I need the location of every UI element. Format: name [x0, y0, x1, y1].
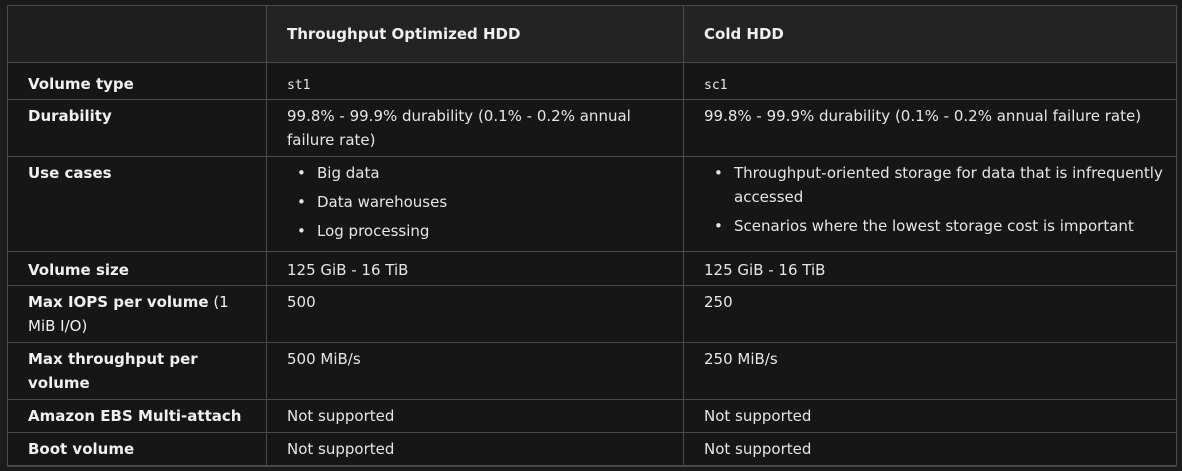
row-label: Max IOPS per volume (1 MiB I/O)	[7, 285, 267, 343]
cell-value: 99.8% - 99.9% durability (0.1% - 0.2% an…	[266, 99, 684, 157]
volume-type-code: sc1	[704, 78, 728, 93]
row-label: Volume type	[7, 62, 267, 100]
row-multi-attach: Amazon EBS Multi-attach Not supported No…	[7, 399, 1177, 433]
use-case-list: • Throughput-oriented storage for data th…	[704, 161, 1166, 238]
list-item: • Throughput-oriented storage for data th…	[704, 161, 1166, 209]
cell-value: 500 MiB/s	[266, 342, 684, 400]
header-cold-hdd: Cold HDD	[683, 5, 1177, 63]
list-item-text: Throughput-oriented storage for data tha…	[734, 164, 1163, 206]
header-throughput-optimized-hdd: Throughput Optimized HDD	[266, 5, 684, 63]
list-item: • Big data	[287, 161, 673, 185]
cell-value: 500	[266, 285, 684, 343]
cell-value: 99.8% - 99.9% durability (0.1% - 0.2% an…	[683, 99, 1177, 157]
list-item-text: Data warehouses	[317, 193, 448, 211]
row-label-bold: Max IOPS per volume	[28, 293, 209, 311]
cell-st1: st1	[266, 62, 684, 100]
bullet-icon: •	[297, 193, 306, 211]
row-label: Durability	[7, 99, 267, 157]
cell-sc1: sc1	[683, 62, 1177, 100]
row-durability: Durability 99.8% - 99.9% durability (0.1…	[7, 99, 1177, 157]
list-item-text: Big data	[317, 164, 380, 182]
bullet-icon: •	[297, 164, 306, 182]
row-boot-volume: Boot volume Not supported Not supported	[7, 432, 1177, 466]
header-row: Throughput Optimized HDD Cold HDD	[7, 5, 1177, 63]
row-volume-size: Volume size 125 GiB - 16 TiB 125 GiB - 1…	[7, 251, 1177, 286]
row-label: Volume size	[7, 251, 267, 286]
cell-use-cases-st1: • Big data • Data warehouses • Log processi…	[266, 156, 684, 252]
divider	[7, 466, 1176, 467]
cell-use-cases-sc1: • Throughput-oriented storage for data th…	[683, 156, 1177, 252]
row-max-throughput: Max throughput per volume 500 MiB/s 250 …	[7, 342, 1177, 400]
row-label: Amazon EBS Multi-attach	[7, 399, 267, 433]
cell-value: 250	[683, 285, 1177, 343]
row-volume-type: Volume type st1 sc1	[7, 62, 1177, 100]
cell-value: Not supported	[266, 432, 684, 466]
use-case-list: • Big data • Data warehouses • Log processi…	[287, 161, 673, 243]
list-item: • Data warehouses	[287, 190, 673, 214]
hdd-comparison-table: Throughput Optimized HDD Cold HDD Volume…	[7, 5, 1177, 466]
bullet-icon: •	[714, 217, 723, 235]
bullet-icon: •	[297, 222, 306, 240]
list-item-text: Log processing	[317, 222, 430, 240]
list-item: • Log processing	[287, 219, 673, 243]
header-empty-cell	[7, 5, 267, 63]
row-max-iops: Max IOPS per volume (1 MiB I/O) 500 250	[7, 285, 1177, 343]
cell-value: Not supported	[683, 399, 1177, 433]
row-label: Boot volume	[7, 432, 267, 466]
cell-value: 125 GiB - 16 TiB	[683, 251, 1177, 286]
cell-value: Not supported	[266, 399, 684, 433]
comparison-table-wrapper: Throughput Optimized HDD Cold HDD Volume…	[7, 5, 1177, 466]
cell-value: 250 MiB/s	[683, 342, 1177, 400]
list-item: • Scenarios where the lowest storage cost…	[704, 214, 1166, 238]
cell-value: Not supported	[683, 432, 1177, 466]
list-item-text: Scenarios where the lowest storage cost …	[734, 217, 1134, 235]
volume-type-code: st1	[287, 78, 311, 93]
row-use-cases: Use cases • Big data • Data warehouses • Lo…	[7, 156, 1177, 252]
bullet-icon: •	[714, 164, 723, 182]
row-label-qualifier: (1 MiB I/O)	[28, 293, 229, 335]
row-label: Max throughput per volume	[7, 342, 267, 400]
cell-value: 125 GiB - 16 TiB	[266, 251, 684, 286]
row-label: Use cases	[7, 156, 267, 252]
